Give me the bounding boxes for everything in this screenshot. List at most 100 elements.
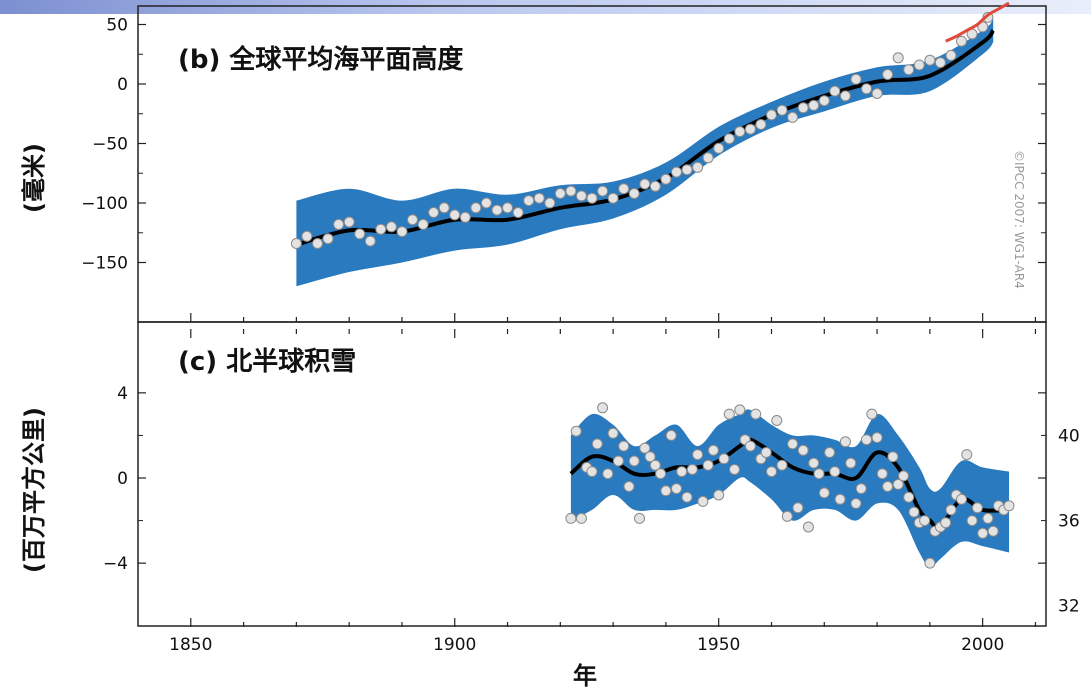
- x-tick-label: 1950: [697, 635, 740, 655]
- panel-b-observations: [290, 11, 994, 249]
- panel-c-data-point: [845, 457, 857, 469]
- panel-b-data-point: [322, 233, 334, 245]
- panel-b-data-point: [744, 123, 756, 135]
- panel-b-y-tick-labels: 50 0 −50 −100 −150: [81, 16, 128, 274]
- panel-b-data-point: [396, 226, 408, 238]
- panel-b-data-point: [945, 49, 957, 61]
- panel-c-data-point: [565, 512, 577, 524]
- panel-c-y-axis-label: (百万平方公里): [20, 407, 48, 573]
- x-axis-label: 年: [573, 662, 597, 690]
- panel-b-data-point: [512, 207, 524, 218]
- panel-b-y-tick-label: 0: [117, 75, 128, 95]
- panel-b-data-point: [343, 216, 355, 228]
- panel-c-right-tick-label: 40: [1058, 426, 1080, 446]
- panel-b-data-point: [438, 202, 450, 214]
- panel-c-data-point: [655, 468, 667, 480]
- x-axis-tick-labels: 1850 1900 1950 2000: [169, 635, 1004, 655]
- panel-b-data-point: [364, 235, 376, 247]
- panel-c-data-point: [718, 453, 730, 465]
- panel-b-tick-marks: [138, 23, 1046, 322]
- panel-c-data-point: [702, 459, 714, 471]
- panel-c-data-point: [924, 557, 936, 569]
- panel-b-data-point: [871, 88, 883, 99]
- panel-b-data-point: [723, 133, 735, 145]
- panel-c-data-point: [808, 457, 820, 469]
- panel-c-data-point: [639, 442, 651, 454]
- panel-c-data-point: [771, 415, 783, 426]
- panel-c-data-point: [945, 504, 957, 516]
- panel-b-data-point: [681, 164, 693, 176]
- panel-b-data-point: [544, 197, 556, 209]
- panel-b-data-point: [755, 119, 767, 130]
- panel-b-data-point: [407, 214, 418, 226]
- panel-c-data-point: [586, 466, 598, 478]
- panel-b-data-point: [903, 64, 915, 76]
- panel-c-data-point: [671, 483, 682, 495]
- panel-b-data-point: [839, 90, 851, 102]
- panel-b-data-point: [607, 192, 619, 204]
- panel-b-data-point: [301, 230, 313, 242]
- panel-b-data-point: [776, 104, 788, 116]
- panel-c-data-point: [908, 506, 920, 518]
- panel-c-right-tick-label: 36: [1058, 512, 1080, 532]
- panel-c-data-point: [903, 491, 915, 503]
- panel-c-data-point: [729, 464, 740, 475]
- panel-c-data-point: [634, 512, 645, 524]
- ipcc-credit: ©IPCC 2007: WG1-AR4: [1012, 150, 1026, 289]
- panel-b-data-point: [787, 111, 799, 123]
- panel-b-data-point: [818, 95, 830, 107]
- panel-b-data-point: [977, 21, 989, 33]
- panel-c-data-point: [892, 478, 904, 490]
- panel-b-data-point: [375, 223, 387, 235]
- panel-c-data-point: [575, 512, 587, 524]
- panel-b-data-point: [956, 35, 967, 47]
- panel-b-y-tick-label: −50: [92, 135, 128, 155]
- panel-b-y-tick-label: 50: [106, 16, 128, 36]
- panel-b-data-point: [491, 204, 503, 216]
- panel-c-data-point: [987, 525, 999, 537]
- panel-c-data-point: [591, 438, 603, 450]
- panel-b-data-point: [597, 185, 609, 197]
- panel-c-data-point: [602, 468, 614, 480]
- panel-b-data-point: [533, 192, 545, 204]
- panel-c-tick-marks: [138, 329, 1046, 627]
- panel-b-data-point: [470, 202, 482, 214]
- panel-c-data-point: [723, 408, 735, 420]
- panel-b-data-point: [575, 190, 587, 202]
- panel-c-data-point: [570, 425, 582, 437]
- panel-c-data-point: [676, 466, 688, 478]
- panel-c-data-point: [686, 464, 698, 475]
- panel-c-data-point: [744, 440, 756, 452]
- panel-c-data-point: [818, 487, 830, 499]
- panel-b-data-point: [924, 54, 936, 66]
- panel-b-y-tick-label: −100: [81, 194, 128, 214]
- panel-b-data-point: [734, 126, 746, 138]
- panel-c-data-point: [692, 449, 704, 461]
- panel-c-data-point: [813, 468, 825, 480]
- panel-c-title: (c) 北半球积雪: [178, 347, 356, 377]
- panel-c-data-point: [697, 495, 709, 507]
- panel-b-data-point: [649, 180, 661, 192]
- panel-c-data-point: [850, 498, 862, 509]
- panel-b-data-point: [692, 161, 704, 173]
- x-tick-label: 1850: [169, 635, 212, 655]
- panel-c-smoothed-line: [569, 437, 1010, 530]
- panel-c-data-point: [607, 427, 619, 439]
- panel-b-data-point: [459, 211, 471, 223]
- panel-b-data-point: [892, 52, 904, 64]
- panel-b-data-point: [882, 69, 894, 80]
- panel-c-data-point: [956, 493, 967, 505]
- slide-header-bar: [0, 0, 1091, 14]
- panel-c-data-point: [882, 481, 894, 492]
- panel-c-data-point: [829, 466, 841, 478]
- panel-c-data-point: [871, 432, 883, 444]
- panel-c-y-tick-labels: 4 0 −4: [103, 384, 128, 574]
- panel-c-data-point: [919, 515, 931, 527]
- panel-b-data-point: [554, 188, 566, 199]
- panel-c-data-point: [760, 447, 772, 458]
- panel-b-y-axis-label: (毫米): [20, 143, 48, 213]
- panel-b-data-point: [312, 238, 323, 249]
- panel-c-data-point: [966, 515, 978, 527]
- panel-b-data-point: [480, 197, 492, 209]
- panel-b-data-point: [565, 185, 577, 197]
